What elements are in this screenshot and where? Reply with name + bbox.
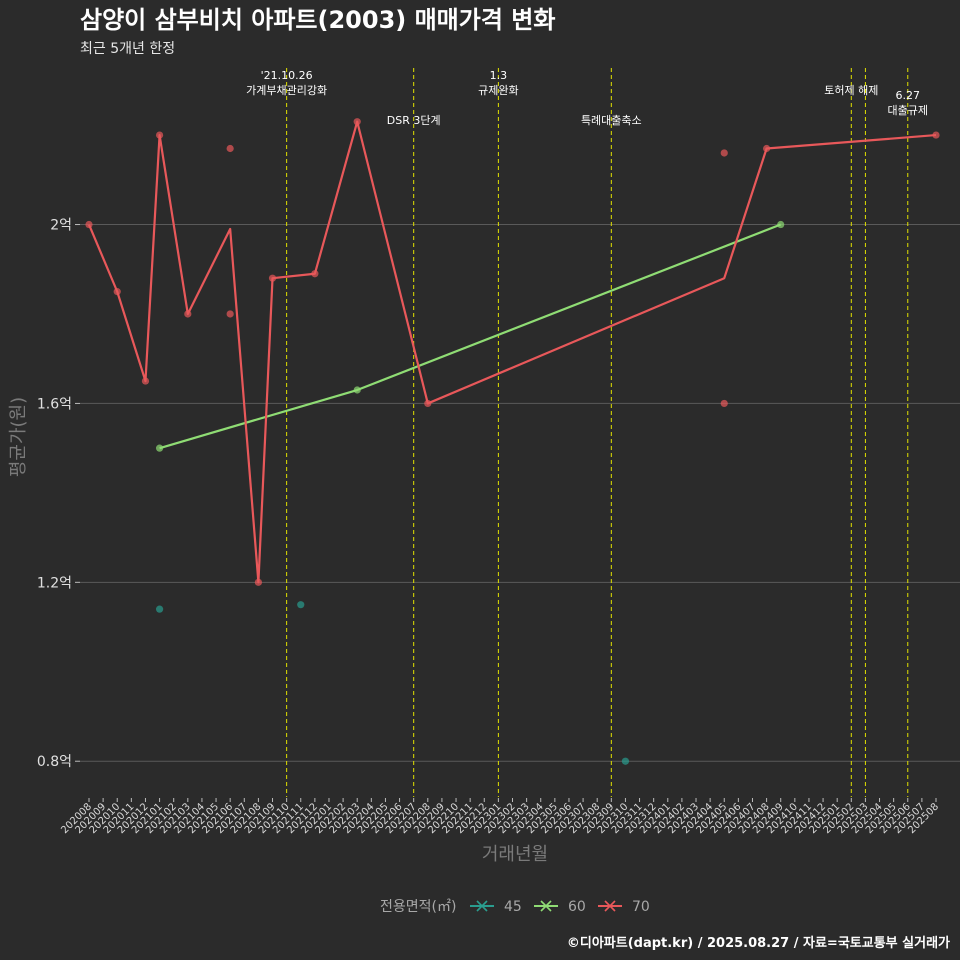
- data-point-60: [777, 220, 785, 229]
- legend-key-cross: [540, 900, 552, 912]
- data-point-70: [720, 149, 728, 157]
- event-label: 규제완화: [478, 84, 518, 97]
- series-layer: [85, 118, 940, 765]
- data-point-70: [85, 220, 93, 229]
- data-point-60: [155, 444, 164, 452]
- legend: 전용면적(㎡) 45 60 70: [380, 899, 650, 915]
- y-tick-label: 1.6억: [37, 396, 72, 412]
- chart-caption: ©디아파트(dapt.kr) / 2025.08.27 / 자료=국토교통부 실…: [567, 935, 950, 951]
- event-label: '21.10.26: [261, 69, 313, 82]
- data-point-70: [932, 131, 940, 139]
- data-point-45: [621, 757, 630, 765]
- data-point-70: [353, 118, 361, 126]
- y-tick-label: 1.2억: [37, 575, 72, 591]
- legend-label: 45: [504, 899, 522, 915]
- x-axis: 2020082020092020102020112020122021012021…: [59, 798, 941, 836]
- y-axis-title: 평균가(원): [8, 397, 29, 477]
- series-line-70: [87, 120, 937, 584]
- chart-title: 삼양이 삼부비치 아파트(2003) 매매가격 변화: [80, 6, 555, 34]
- y-axis: 0.8억 1.2억 1.6억 2억: [37, 218, 80, 770]
- event-label: 토허제 해제: [824, 83, 878, 97]
- gridlines: [80, 224, 960, 762]
- y-tick-label: 0.8억: [37, 754, 72, 770]
- legend-label: 60: [568, 899, 586, 915]
- data-point-70: [311, 270, 319, 278]
- x-axis-title: 거래년월: [482, 844, 548, 865]
- legend-key-cross: [604, 900, 616, 912]
- y-tick-label: 2억: [50, 218, 72, 234]
- data-point-70: [226, 310, 234, 318]
- data-point-45: [297, 601, 305, 609]
- data-point-70: [720, 399, 728, 408]
- data-point-60: [353, 386, 361, 394]
- data-point-70: [268, 274, 277, 282]
- event-label: 대출규제: [888, 104, 928, 117]
- event-label: DSR 3단계: [387, 114, 441, 127]
- data-point-70: [113, 288, 121, 296]
- event-label: 1.3: [490, 69, 508, 82]
- event-label: 특례대출축소: [581, 114, 642, 127]
- event-label: 가계부채관리강화: [246, 84, 327, 97]
- legend-title: 전용면적(㎡): [380, 899, 456, 915]
- data-point-70: [254, 578, 262, 586]
- legend-label: 70: [632, 899, 650, 915]
- data-point-70: [763, 144, 771, 153]
- data-point-45: [155, 605, 164, 613]
- data-point-70: [184, 310, 192, 318]
- data-point-70: [155, 131, 164, 139]
- data-point-70: [424, 399, 432, 408]
- chart-subtitle: 최근 5개년 한정: [80, 41, 175, 57]
- legend-key-cross: [476, 900, 488, 912]
- data-point-70: [226, 144, 234, 153]
- data-point-70: [141, 377, 150, 385]
- event-label: 6.27: [896, 89, 921, 102]
